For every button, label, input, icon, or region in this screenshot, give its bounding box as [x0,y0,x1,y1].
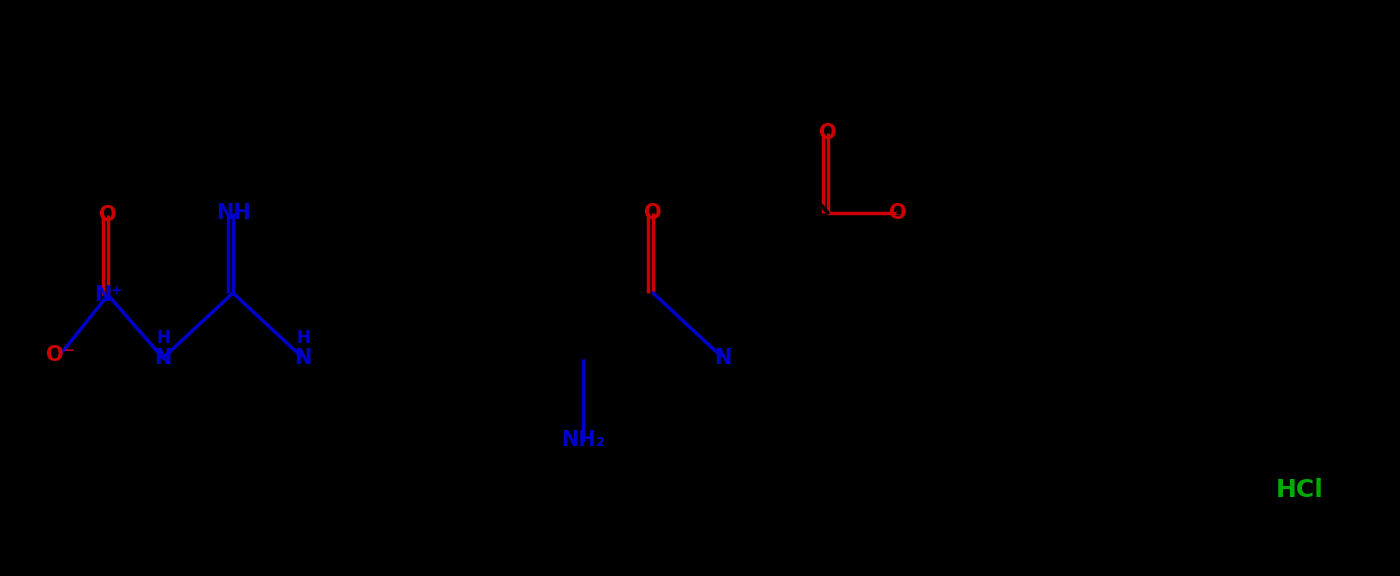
Text: NH: NH [216,203,251,223]
Text: O: O [644,203,662,223]
Text: H: H [155,329,169,347]
Text: O: O [819,123,837,143]
Text: HCl: HCl [1275,478,1324,502]
Text: O: O [889,203,907,223]
Text: O: O [99,205,116,225]
Text: NH₂: NH₂ [561,430,605,450]
Text: N: N [294,348,312,368]
Text: N: N [714,348,732,368]
Text: N⁺: N⁺ [94,285,122,305]
Text: N: N [154,348,172,368]
Text: O⁻: O⁻ [46,345,74,365]
Text: H: H [295,329,309,347]
